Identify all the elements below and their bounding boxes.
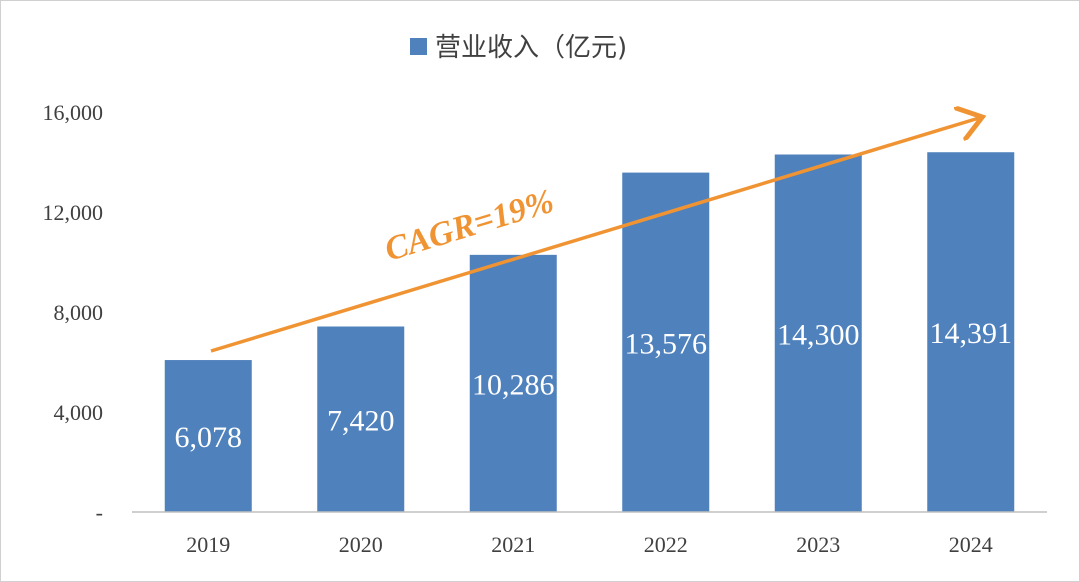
y-tick-label: 16,000	[43, 100, 104, 125]
data-label-2022: 13,576	[625, 327, 708, 360]
data-labels: 6,078 7,420 10,286 13,576 14,300 14,391	[175, 317, 1013, 454]
x-tick-label: 2022	[644, 532, 688, 557]
data-label-2024: 14,391	[930, 317, 1013, 350]
cagr-annotation: CAGR=19%	[210, 118, 979, 353]
x-tick-label: 2023	[796, 532, 840, 557]
bar-2023	[774, 154, 862, 512]
y-tick-label: 4,000	[54, 400, 104, 425]
bar-series	[164, 152, 1015, 512]
legend: 营业收入（亿元)	[410, 33, 627, 63]
bar-2019	[164, 360, 252, 512]
x-axis: 2019 2020 2021 2022 2023 2024	[186, 532, 993, 557]
y-tick-label: 8,000	[54, 300, 104, 325]
data-label-2023: 14,300	[777, 318, 860, 351]
trend-arrow	[210, 118, 979, 353]
y-axis: - 4,000 8,000 12,000 16,000	[43, 100, 104, 525]
y-tick-label: -	[96, 500, 103, 525]
data-label-2021: 10,286	[472, 368, 555, 401]
bar-2020	[317, 326, 405, 512]
bar-2021	[469, 254, 557, 512]
legend-swatch	[410, 38, 427, 55]
x-tick-label: 2020	[339, 532, 383, 557]
legend-label: 营业收入（亿元)	[435, 33, 627, 63]
x-tick-label: 2021	[491, 532, 535, 557]
bar-2022	[622, 172, 710, 512]
x-tick-label: 2024	[949, 532, 993, 557]
data-label-2019: 6,078	[175, 421, 243, 454]
data-label-2020: 7,420	[327, 404, 395, 437]
x-tick-label: 2019	[186, 532, 230, 557]
y-tick-label: 12,000	[43, 200, 104, 225]
bar-2024	[927, 152, 1015, 512]
